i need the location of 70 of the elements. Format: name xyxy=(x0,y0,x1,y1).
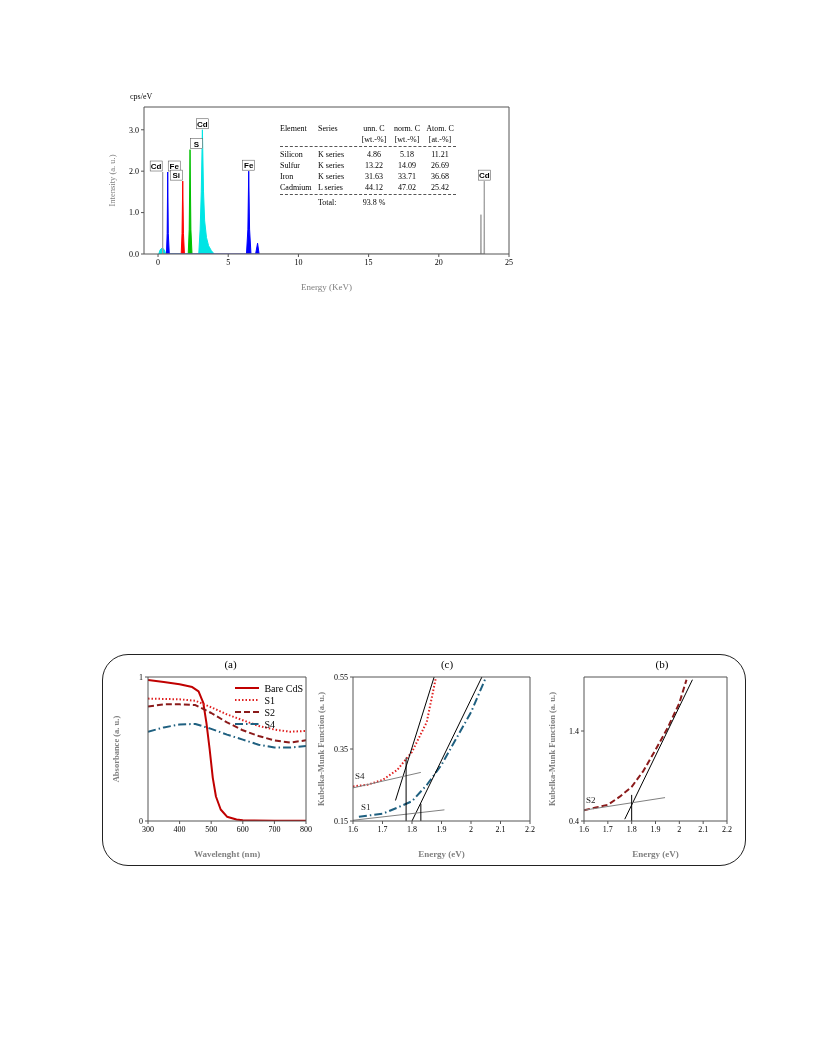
annotation: S xyxy=(193,139,200,149)
y-tick-label: 3.0 xyxy=(129,125,139,135)
annotation: Cd xyxy=(197,119,208,129)
x-tick-label: 600 xyxy=(236,824,249,834)
y-tick-label: 0.55 xyxy=(334,672,348,682)
chart-title: (b) xyxy=(654,658,670,670)
y-tick-label: 0.0 xyxy=(129,249,139,259)
y-axis-title: Absorbance (a. u.) xyxy=(111,715,122,783)
text: cps/eV xyxy=(130,92,153,101)
y-tick-label: 1 xyxy=(139,672,143,682)
x-tick-label: 0 xyxy=(156,257,161,267)
x-tick-label: 10 xyxy=(294,257,303,267)
series-label: S4 xyxy=(355,771,366,782)
x-tick-label: 2.2 xyxy=(525,824,535,834)
annotation: [wt.-%] [wt.-%] [at.-%] xyxy=(360,135,453,146)
text: Sulfur K series 13.22 14.09 26.69 xyxy=(280,161,449,170)
x-tick-label: 2.2 xyxy=(722,824,732,834)
x-tick-label: 1.9 xyxy=(436,824,447,834)
text: Silicon K series 4.86 5.18 11.21 xyxy=(280,150,449,159)
annotation: Fe xyxy=(169,162,180,172)
x-tick-label: 15 xyxy=(364,257,373,267)
chart-title: (c) xyxy=(439,658,455,670)
series-label: S1 xyxy=(360,801,371,812)
annotation: Cd xyxy=(150,162,162,172)
annotation: Si xyxy=(172,171,181,181)
x-tick-label: 1.6 xyxy=(348,824,358,834)
x-tick-label: 1.6 xyxy=(579,824,589,834)
annotation: Fe xyxy=(244,161,254,171)
text: Element Series unn. C norm. C Atom. C xyxy=(280,124,454,133)
legend-label: S1 xyxy=(264,694,275,706)
x-tick-label: 2.1 xyxy=(698,824,709,834)
y-tick-label: 1.4 xyxy=(569,726,579,736)
x-tick-label: 1.8 xyxy=(626,824,637,834)
y-tick-label: 0.35 xyxy=(334,744,348,754)
text: Cadmium L series 44.12 47.02 25.42 xyxy=(280,183,449,192)
x-axis-title: Energy (KeV) xyxy=(300,282,353,292)
annotation: Cd xyxy=(478,171,490,181)
x-tick-label: 700 xyxy=(268,824,281,834)
x-tick-label: 300 xyxy=(142,824,154,834)
y-axis-title: Intensity (a. u.) xyxy=(107,154,118,207)
y-axis-title: Kubelka-Munk Function (a. u.) xyxy=(316,691,327,807)
legend-label: S2 xyxy=(264,706,275,718)
x-tick-label: 2 xyxy=(469,824,473,834)
y-tick-label: 0.15 xyxy=(334,816,348,826)
x-axis-title: Energy (eV) xyxy=(418,849,465,859)
x-tick-label: 500 xyxy=(205,824,218,834)
x-tick-label: 1.9 xyxy=(650,824,661,834)
legend-label: S4 xyxy=(264,718,275,730)
y-tick-label: 2.0 xyxy=(129,167,139,177)
x-axis-title: Wavelenght (nm) xyxy=(193,849,261,859)
x-tick-label: 1.7 xyxy=(377,824,388,834)
x-tick-label: 25 xyxy=(505,257,513,267)
x-tick-label: 800 xyxy=(300,824,312,834)
text: Total: 93.8 % xyxy=(318,198,386,207)
x-tick-label: 20 xyxy=(434,257,443,267)
y-tick-label: 1.0 xyxy=(129,208,139,218)
chart-title: (a) xyxy=(223,658,238,670)
y-axis-title: Kubelka-Munk Function (a. u.) xyxy=(547,691,558,807)
legend-label: Bare CdS xyxy=(264,682,303,694)
y-tick-label: 0 xyxy=(139,816,143,826)
text: Iron K series 31.63 33.71 36.68 xyxy=(280,172,449,181)
x-tick-label: 1.7 xyxy=(602,824,613,834)
x-tick-label: 5 xyxy=(226,257,231,267)
x-axis-title: Energy (eV) xyxy=(632,849,679,859)
series-label: S2 xyxy=(586,795,596,806)
x-tick-label: 2 xyxy=(677,824,682,834)
y-tick-label: 0.4 xyxy=(569,816,579,826)
x-tick-label: 2.1 xyxy=(495,824,506,834)
x-tick-label: 400 xyxy=(173,824,186,834)
x-tick-label: 1.8 xyxy=(407,824,417,834)
